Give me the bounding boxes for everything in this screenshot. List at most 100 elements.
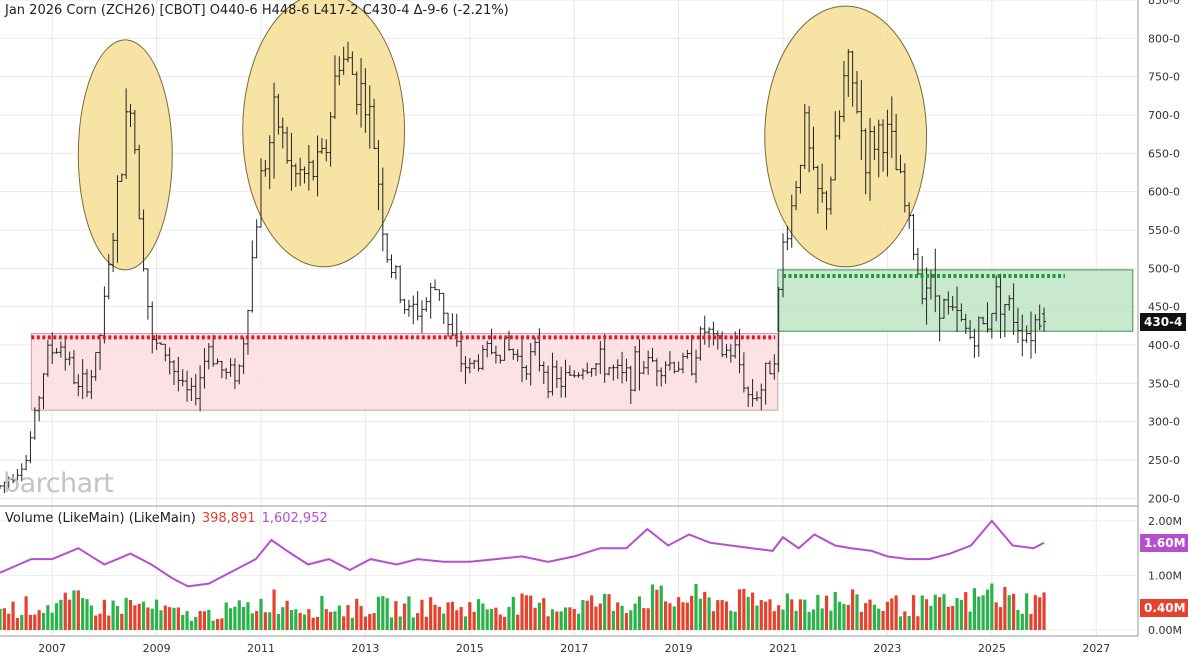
- volume-bar: [655, 589, 659, 630]
- volume-bar: [459, 607, 463, 630]
- volume-bar: [450, 601, 455, 630]
- volume-bars: [0, 583, 1046, 630]
- volume-bar: [472, 611, 476, 630]
- volume-bar: [864, 603, 868, 630]
- time-tick-label: 2007: [38, 642, 66, 655]
- time-tick-label: 2011: [247, 642, 275, 655]
- volume-bar: [194, 616, 198, 630]
- volume-bar: [933, 594, 937, 630]
- price-tick-label: 800-0: [1148, 32, 1180, 45]
- volume-bar: [263, 612, 267, 630]
- spike-highlight-ellipse: [77, 39, 173, 271]
- volume-bar: [555, 611, 559, 630]
- volume-bar: [1042, 592, 1046, 630]
- volume-bar: [685, 602, 689, 630]
- volume-bar: [568, 607, 572, 630]
- volume-bar: [820, 608, 824, 630]
- spike-highlight-ellipse: [764, 5, 928, 268]
- volume-bar: [355, 598, 359, 630]
- volume-bar: [1033, 595, 1037, 630]
- volume-bar: [585, 600, 589, 630]
- volume-bar: [911, 595, 916, 630]
- volume-header: Volume (LikeMain) (LikeMain) 398,891 1,602…: [5, 511, 328, 526]
- volume-bar: [2, 608, 6, 630]
- volume-bar: [824, 595, 829, 630]
- volume-bar: [690, 595, 694, 630]
- green-range-zone: [777, 269, 1134, 332]
- volume-bar: [189, 620, 194, 630]
- volume-bar: [85, 599, 89, 630]
- time-tick-label: 2021: [769, 642, 797, 655]
- volume-bar: [650, 584, 655, 630]
- volume-bar: [446, 602, 450, 630]
- volume-bar: [720, 600, 724, 630]
- volume-bar: [215, 618, 220, 630]
- volume-bar: [342, 616, 346, 630]
- volume-bar: [498, 614, 502, 630]
- volume-bar: [990, 583, 994, 630]
- volume-bar: [0, 608, 2, 630]
- volume-bar: [359, 606, 363, 630]
- volume-bar: [746, 596, 750, 630]
- volume-bar: [89, 605, 93, 630]
- price-tick-label: 600-0: [1148, 186, 1180, 199]
- volume-bar: [1020, 613, 1024, 630]
- volume-bar: [777, 605, 781, 630]
- volume-bar: [707, 597, 711, 630]
- volume-bar: [350, 617, 354, 630]
- time-tick-label: 2013: [351, 642, 379, 655]
- red-range-zone: [30, 333, 779, 411]
- volume-bar: [537, 602, 542, 630]
- volume-bar: [794, 610, 798, 630]
- volume-bar: [607, 594, 611, 630]
- volume-bar: [803, 599, 807, 630]
- volume-bar: [59, 599, 63, 630]
- volume-bar: [411, 617, 415, 630]
- price-tick-label: 550-0: [1148, 224, 1180, 237]
- volume-tag: 0.40M: [1140, 599, 1188, 618]
- volume-bar: [659, 585, 663, 630]
- ohlc-bars: [0, 41, 1047, 494]
- volume-bar: [511, 596, 515, 630]
- volume-bar: [1011, 593, 1016, 630]
- volume-bar: [1038, 597, 1042, 630]
- volume-bar: [50, 612, 54, 630]
- volume-bar: [998, 607, 1003, 630]
- volume-bar: [663, 601, 668, 630]
- volume-bar: [337, 605, 341, 630]
- volume-bar: [198, 611, 202, 630]
- volume-bar: [742, 588, 746, 630]
- volume-bar: [398, 616, 402, 630]
- volume-bar: [964, 592, 968, 630]
- volume-bar: [7, 613, 11, 630]
- volume-bar: [324, 609, 328, 630]
- volume-bar: [228, 608, 233, 630]
- volume-bar: [333, 611, 337, 630]
- volume-tick-label: 0.00M: [1148, 624, 1182, 637]
- volume-bar: [468, 602, 472, 630]
- volume-bar: [233, 606, 237, 630]
- volume-bar: [141, 601, 146, 630]
- volume-bar: [755, 605, 759, 630]
- volume-bar: [276, 614, 281, 630]
- volume-bar: [307, 609, 311, 630]
- volume-bar: [172, 607, 176, 630]
- volume-bar: [594, 606, 598, 630]
- volume-bar: [938, 597, 942, 630]
- volume-bar: [168, 607, 172, 630]
- volume-bar: [437, 606, 441, 630]
- volume-bar: [394, 601, 398, 630]
- volume-bar: [590, 595, 594, 630]
- volume-bar: [128, 600, 133, 630]
- symbol-header: Jan 2026 Corn (ZCH26) [CBOT] O440-6 H448…: [5, 3, 509, 18]
- volume-bar: [842, 603, 846, 630]
- volume-bar: [268, 612, 272, 630]
- price-tick-label: 850-0: [1148, 0, 1180, 7]
- volume-bar: [920, 595, 924, 630]
- volume-bar: [46, 605, 50, 630]
- volume-bar: [781, 609, 785, 630]
- volume-bar: [407, 596, 411, 630]
- volume-bar: [24, 596, 28, 630]
- price-tick-label: 250-0: [1148, 454, 1180, 467]
